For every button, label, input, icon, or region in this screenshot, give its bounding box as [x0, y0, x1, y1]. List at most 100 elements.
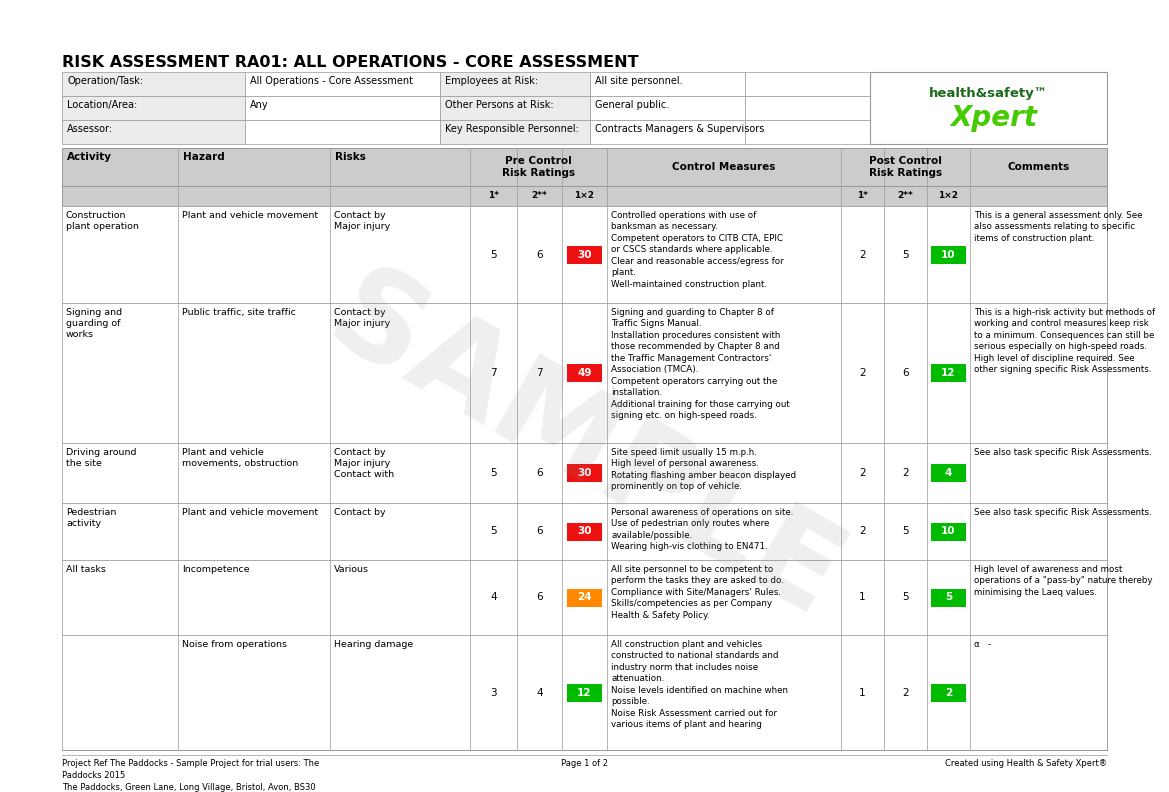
Text: Key Responsible Personnel:: Key Responsible Personnel: — [445, 124, 579, 134]
Bar — [745, 96, 870, 120]
Text: 1*: 1* — [487, 192, 499, 200]
Bar — [245, 72, 440, 96]
Text: 1×2: 1×2 — [574, 192, 595, 200]
Text: Plant and vehicle movement: Plant and vehicle movement — [182, 211, 318, 220]
Text: 30: 30 — [577, 249, 592, 260]
Text: 1*: 1* — [857, 192, 869, 200]
Text: 2: 2 — [902, 468, 908, 478]
Bar — [745, 120, 870, 144]
Text: Post Control
Risk Ratings: Post Control Risk Ratings — [869, 156, 942, 177]
Text: General public.: General public. — [595, 100, 669, 110]
Text: 5: 5 — [490, 468, 497, 478]
Text: Contracts Managers & Supervisors: Contracts Managers & Supervisors — [595, 124, 765, 134]
Text: Project Ref The Paddocks - Sample Project for trial users: The
Paddocks 2015
The: Project Ref The Paddocks - Sample Projec… — [62, 759, 319, 792]
Text: See also task specific Risk Assessments.: See also task specific Risk Assessments. — [974, 508, 1151, 517]
Bar — [62, 303, 1107, 443]
Text: 2: 2 — [902, 687, 908, 698]
Text: Incompetence: Incompetence — [182, 565, 250, 574]
Text: 10: 10 — [941, 527, 956, 536]
Text: 6: 6 — [537, 468, 542, 478]
Bar — [931, 683, 966, 702]
Bar — [567, 364, 602, 382]
Bar — [567, 683, 602, 702]
Text: Risks: Risks — [336, 152, 366, 162]
Text: 10: 10 — [941, 249, 956, 260]
Bar — [931, 588, 966, 607]
Bar — [62, 635, 1107, 750]
Text: Controlled operations with use of
banksman as necessary.
Competent operators to : Controlled operations with use of banksm… — [611, 211, 783, 289]
Text: All Operations - Core Assessment: All Operations - Core Assessment — [250, 76, 413, 86]
Text: Any: Any — [250, 100, 269, 110]
Bar — [590, 120, 745, 144]
Text: α   -: α - — [974, 640, 991, 649]
Bar — [440, 96, 590, 120]
Text: 5: 5 — [902, 249, 908, 260]
Text: Control Measures: Control Measures — [672, 162, 776, 172]
Text: 5: 5 — [490, 249, 497, 260]
Text: Page 1 of 2: Page 1 of 2 — [561, 759, 608, 768]
Text: 24: 24 — [577, 592, 592, 603]
Bar — [590, 96, 745, 120]
Bar — [245, 120, 440, 144]
Bar — [62, 206, 1107, 303]
Text: This is a general assessment only. See
also assessments relating to specific
ite: This is a general assessment only. See a… — [974, 211, 1142, 243]
Text: Pre Control
Risk Ratings: Pre Control Risk Ratings — [502, 156, 575, 177]
Text: 5: 5 — [945, 592, 952, 603]
Text: 1: 1 — [859, 687, 866, 698]
Text: 5: 5 — [902, 592, 908, 603]
Text: Hazard: Hazard — [184, 152, 224, 162]
Text: This is a high-risk activity but methods of
working and control measures keep ri: This is a high-risk activity but methods… — [974, 308, 1155, 375]
Text: Activity: Activity — [67, 152, 112, 162]
Bar — [62, 186, 1107, 206]
Text: Employees at Risk:: Employees at Risk: — [445, 76, 538, 86]
Text: All tasks: All tasks — [65, 565, 106, 574]
Text: 2: 2 — [859, 368, 866, 378]
Bar — [62, 72, 245, 96]
Text: Site speed limit usually 15 m.p.h.
High level of personal awareness.
Rotating fl: Site speed limit usually 15 m.p.h. High … — [611, 448, 796, 491]
Text: 2: 2 — [945, 687, 952, 698]
Text: 1: 1 — [859, 592, 866, 603]
Text: See also task specific Risk Assessments.: See also task specific Risk Assessments. — [974, 448, 1151, 457]
Bar — [567, 464, 602, 482]
Text: 7: 7 — [490, 368, 497, 378]
Bar — [931, 246, 966, 264]
Text: Assessor:: Assessor: — [67, 124, 113, 134]
Text: 49: 49 — [577, 368, 592, 378]
Bar — [931, 464, 966, 482]
Text: 6: 6 — [902, 368, 908, 378]
Bar — [62, 96, 245, 120]
Bar — [62, 560, 1107, 635]
Bar — [870, 72, 1107, 144]
Bar — [62, 148, 1107, 186]
Text: Pedestrian
activity: Pedestrian activity — [65, 508, 117, 528]
Bar — [62, 503, 1107, 560]
Text: 4: 4 — [490, 592, 497, 603]
Text: 30: 30 — [577, 527, 592, 536]
Text: Other Persons at Risk:: Other Persons at Risk: — [445, 100, 554, 110]
Text: All site personnel.: All site personnel. — [595, 76, 683, 86]
Bar — [440, 72, 590, 96]
Text: Driving around
the site: Driving around the site — [65, 448, 137, 468]
Text: All site personnel to be competent to
perform the tasks they are asked to do.
Co: All site personnel to be competent to pe… — [611, 565, 784, 620]
Text: 2**: 2** — [532, 192, 547, 200]
Text: Plant and vehicle
movements, obstruction: Plant and vehicle movements, obstruction — [182, 448, 298, 468]
Text: Signing and
guarding of
works: Signing and guarding of works — [65, 308, 122, 339]
Text: Contact by: Contact by — [334, 508, 386, 517]
Text: Contact by
Major injury
Contact with: Contact by Major injury Contact with — [334, 448, 394, 479]
Text: 30: 30 — [577, 468, 592, 478]
Text: Construction
plant operation: Construction plant operation — [65, 211, 139, 231]
Bar — [745, 72, 870, 96]
Text: Xpert: Xpert — [950, 104, 1037, 132]
Bar — [245, 96, 440, 120]
Text: Plant and vehicle movement: Plant and vehicle movement — [182, 508, 318, 517]
Text: 12: 12 — [941, 368, 956, 378]
Bar — [931, 523, 966, 540]
Bar — [590, 72, 745, 96]
Bar — [567, 523, 602, 540]
Bar — [931, 364, 966, 382]
Bar — [567, 588, 602, 607]
Text: Hearing damage: Hearing damage — [334, 640, 414, 649]
Bar — [567, 246, 602, 264]
Text: Operation/Task:: Operation/Task: — [67, 76, 143, 86]
Text: 2: 2 — [859, 468, 866, 478]
